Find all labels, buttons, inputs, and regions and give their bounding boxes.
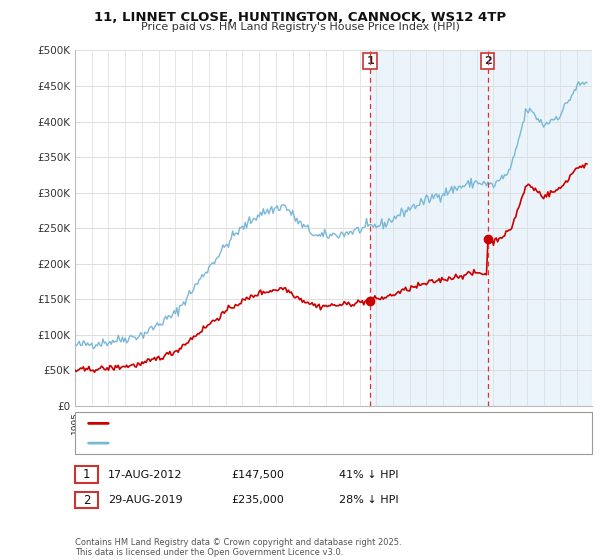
Text: 17-AUG-2012: 17-AUG-2012 <box>108 470 182 480</box>
Text: 41% ↓ HPI: 41% ↓ HPI <box>339 470 398 480</box>
Text: HPI: Average price, detached house, South Staffordshire: HPI: Average price, detached house, Sout… <box>116 438 391 448</box>
Text: 11, LINNET CLOSE, HUNTINGTON, CANNOCK, WS12 4TP: 11, LINNET CLOSE, HUNTINGTON, CANNOCK, W… <box>94 11 506 24</box>
Text: 2: 2 <box>83 493 90 507</box>
Text: 11, LINNET CLOSE, HUNTINGTON, CANNOCK, WS12 4TP (detached house): 11, LINNET CLOSE, HUNTINGTON, CANNOCK, W… <box>116 418 476 428</box>
Text: Price paid vs. HM Land Registry's House Price Index (HPI): Price paid vs. HM Land Registry's House … <box>140 22 460 32</box>
Text: £235,000: £235,000 <box>231 495 284 505</box>
Text: 29-AUG-2019: 29-AUG-2019 <box>108 495 182 505</box>
Text: 1: 1 <box>83 468 90 482</box>
Text: £147,500: £147,500 <box>231 470 284 480</box>
Text: 1: 1 <box>366 56 374 66</box>
Text: Contains HM Land Registry data © Crown copyright and database right 2025.
This d: Contains HM Land Registry data © Crown c… <box>75 538 401 557</box>
Text: 28% ↓ HPI: 28% ↓ HPI <box>339 495 398 505</box>
Bar <box>370 50 592 406</box>
Text: 2: 2 <box>484 56 491 66</box>
